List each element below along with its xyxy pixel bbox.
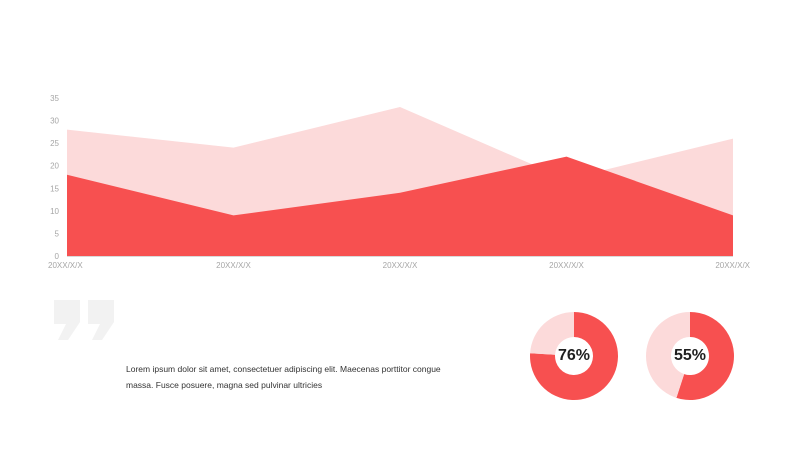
x-tick-label: 20XX/X/X [715, 261, 750, 270]
x-tick-label: 20XX/X/X [383, 261, 418, 270]
area-chart: 0 5 10 15 20 25 30 35 20XX/X/X 20XX/X/X 20XX/X/X 20… [48, 94, 751, 270]
donut-chart-55: 55% [645, 311, 735, 401]
y-tick-label: 5 [55, 229, 60, 238]
y-tick-label: 25 [50, 139, 59, 148]
body-text: Lorem ipsum dolor sit amet, consectetuer… [126, 364, 441, 390]
donut-slice-2 [530, 312, 574, 355]
y-tick-label: 15 [50, 184, 59, 193]
y-tick-label: 35 [50, 94, 59, 103]
donut-value-label: 76% [557, 347, 591, 364]
y-tick-label: 0 [55, 252, 60, 261]
x-tick-label: 20XX/X/X [549, 261, 584, 270]
y-tick-label: 20 [50, 162, 59, 171]
donut-slice-1 [676, 312, 734, 400]
donut-value-label: 55% [673, 347, 707, 364]
x-tick-label: 20XX/X/X [48, 261, 83, 270]
donut-chart-76: 76% [529, 311, 619, 401]
area-series-2 [67, 156, 733, 256]
y-tick-label: 30 [50, 117, 59, 126]
x-tick-label: 20XX/X/X [216, 261, 251, 270]
y-tick-label: 10 [50, 207, 59, 216]
donut-slice-1 [530, 312, 618, 400]
donut-slice-2 [646, 312, 690, 398]
quote-mark-icon [54, 300, 114, 340]
